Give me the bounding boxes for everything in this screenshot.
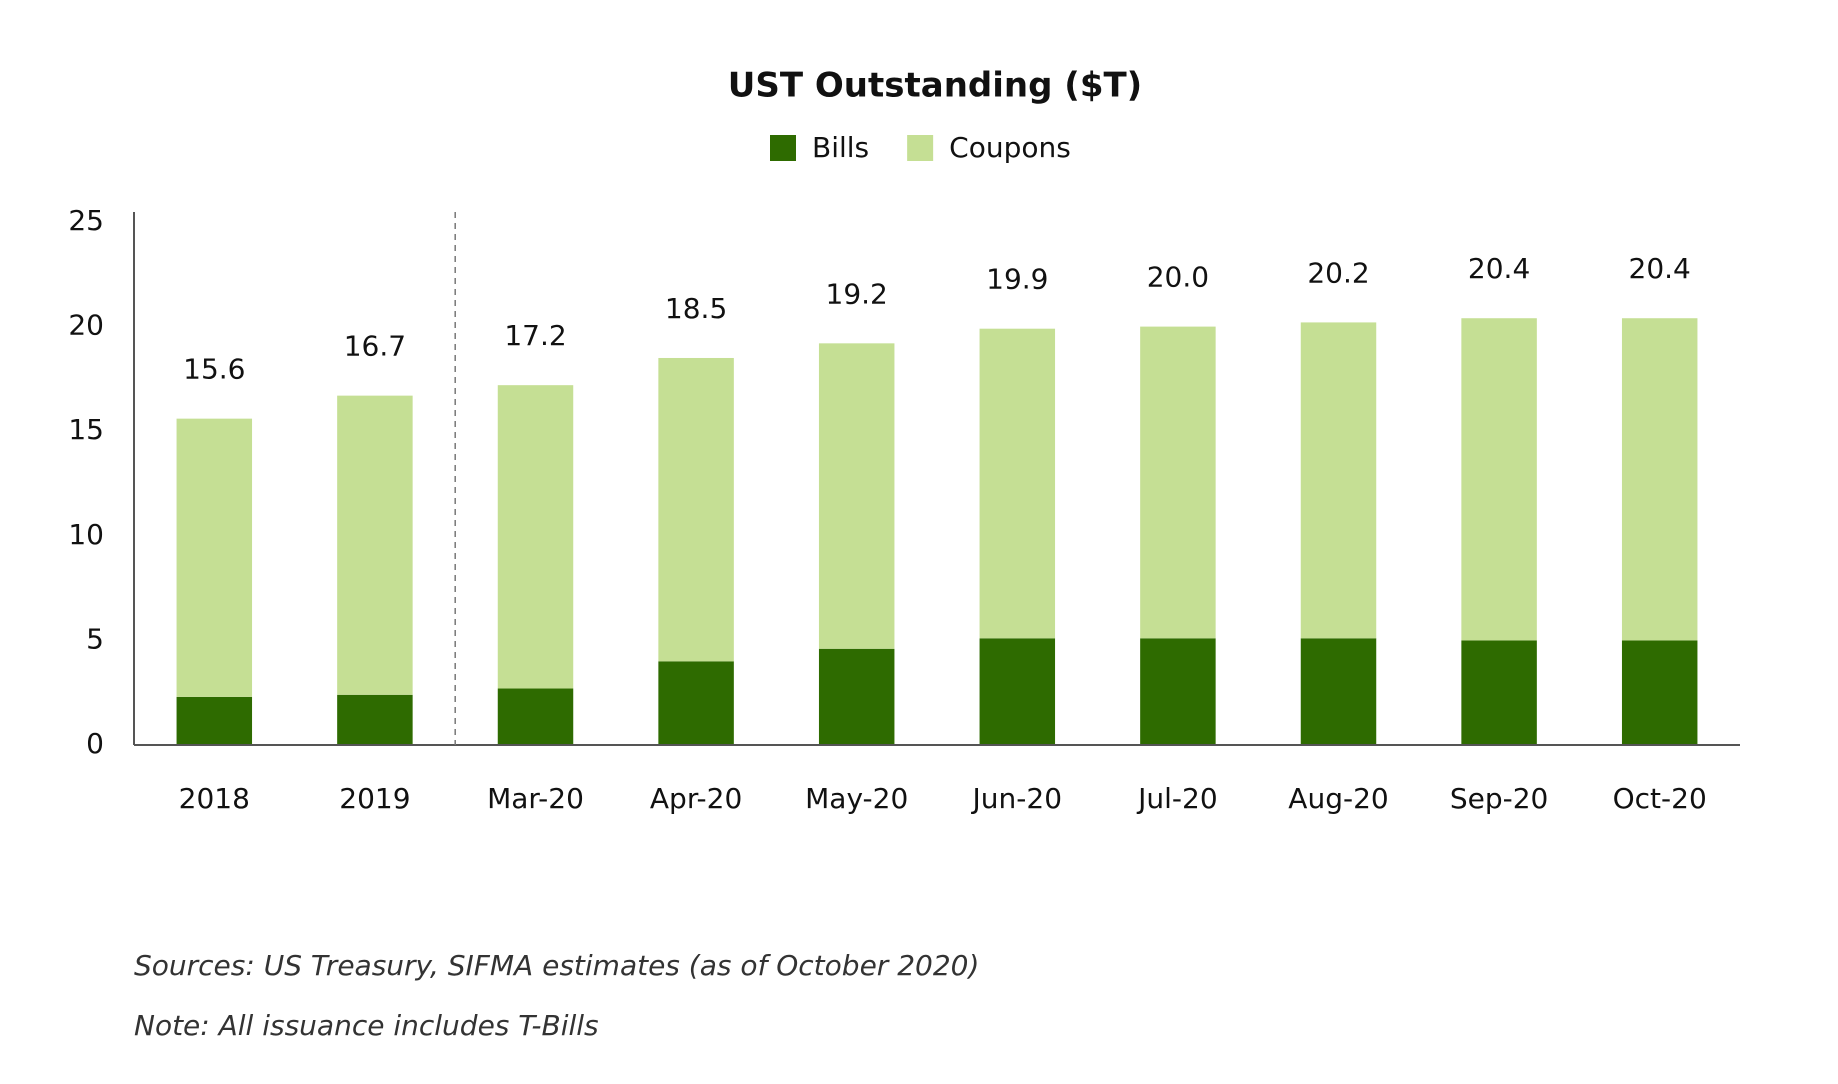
total-label: 17.2 (504, 319, 566, 352)
legend-swatch (770, 135, 796, 161)
bar-segment (337, 694, 413, 745)
total-label: 20.0 (1147, 261, 1209, 294)
y-tick-label: 10 (68, 518, 104, 551)
total-label: 15.6 (183, 353, 245, 386)
note: Note: All issuance includes T-Bills (134, 1009, 599, 1042)
total-label: 20.4 (1629, 252, 1691, 285)
total-label: 20.2 (1307, 256, 1369, 289)
x-tick-label: Jul-20 (1136, 782, 1218, 815)
bar-segment (658, 661, 734, 745)
bar-segment (979, 328, 1056, 639)
bar-segment (497, 385, 574, 689)
bar-segment (337, 395, 413, 695)
total-label: 19.2 (826, 277, 888, 310)
bar-segment (1621, 640, 1698, 745)
bar-segment (818, 343, 895, 649)
chart-title: UST Outstanding ($T) (728, 66, 1142, 106)
source-note: Sources: US Treasury, SIFMA estimates (a… (134, 949, 979, 982)
legend: Bills Coupons (770, 131, 1071, 164)
bar-segment (1461, 640, 1537, 745)
bar-segment (176, 418, 253, 697)
y-tick-label: 20 (68, 309, 104, 342)
bar-segment (818, 648, 895, 745)
x-tick-label: Oct-20 (1613, 782, 1707, 815)
x-tick-label: Apr-20 (650, 782, 742, 815)
bar-segment (1300, 322, 1377, 639)
y-tick-label: 25 (68, 204, 104, 237)
x-tick-label: Aug-20 (1288, 782, 1388, 815)
legend-swatch (907, 135, 934, 161)
bar-segment (497, 688, 574, 745)
total-label: 20.4 (1468, 252, 1530, 285)
y-tick-label: 5 (86, 622, 104, 655)
x-tick-label: 2019 (339, 782, 410, 815)
y-tick-label: 0 (86, 727, 104, 760)
x-tick-label: 2018 (179, 782, 250, 815)
y-tick-label: 15 (68, 413, 104, 446)
x-tick-label: May-20 (805, 782, 908, 815)
total-label: 18.5 (665, 292, 727, 325)
bar-segment (658, 357, 734, 662)
bar-segment (1140, 326, 1216, 639)
x-tick-label: Mar-20 (487, 782, 584, 815)
bar-segment (1140, 638, 1216, 745)
bar-segment (979, 638, 1056, 745)
bar-segment (176, 696, 253, 745)
x-tick-label: Jun-20 (971, 782, 1062, 815)
legend-label: Coupons (949, 131, 1071, 164)
x-tick-label: Sep-20 (1450, 782, 1549, 815)
total-label: 16.7 (344, 330, 406, 363)
bar-segment (1300, 638, 1377, 745)
bar-segment (1461, 318, 1537, 641)
bar-segment (1621, 318, 1698, 641)
total-label: 19.9 (986, 263, 1048, 296)
legend-label: Bills (812, 131, 869, 164)
